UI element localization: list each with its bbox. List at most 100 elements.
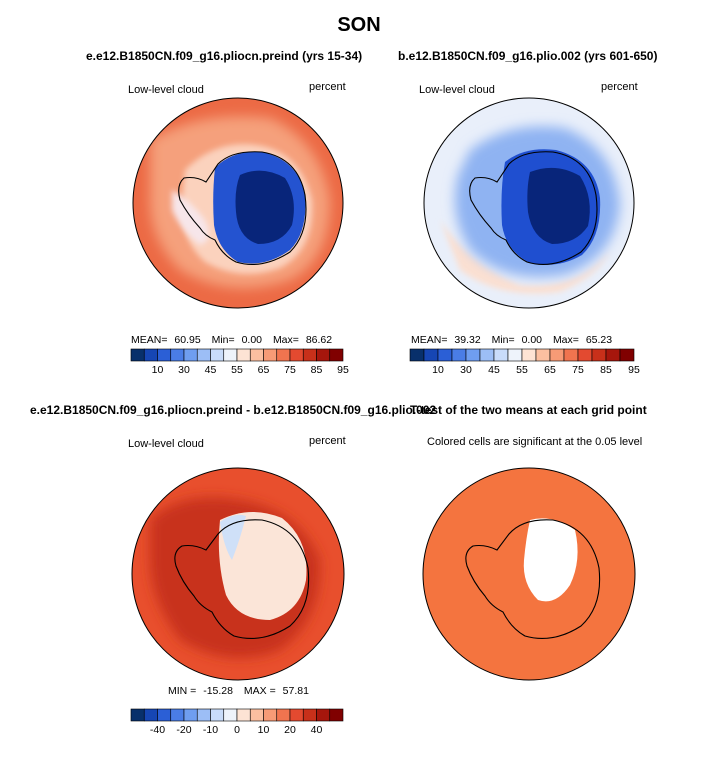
colorbar-tick-label: 65 xyxy=(258,364,270,376)
panel-4-map-border xyxy=(422,467,636,681)
colorbar-swatch xyxy=(223,708,238,722)
colorbar-swatch xyxy=(329,708,344,722)
panel-4-map xyxy=(423,468,635,680)
colorbar-tick-label: 55 xyxy=(231,364,243,376)
panel-1-map-border xyxy=(132,97,344,309)
colorbar-tick-label: 10 xyxy=(258,724,270,736)
colorbar-swatch xyxy=(210,708,225,722)
max-value: 57.81 xyxy=(282,685,309,697)
colorbar-swatch xyxy=(249,348,264,362)
panel-2-variable: Low-level cloud xyxy=(419,84,495,96)
mean-label: MEAN= xyxy=(131,334,168,346)
panel-1-stats: MEAN= 60.95 Min= 0.00 Max= 86.62 xyxy=(131,334,332,346)
panel-2-units: percent xyxy=(601,81,638,93)
colorbar-swatch xyxy=(423,348,439,362)
colorbar-swatch xyxy=(535,348,551,362)
panel-3-map-border xyxy=(131,467,345,681)
panel-3-variable: Low-level cloud xyxy=(128,438,204,450)
panel-3-title: e.e12.B1850CN.f09_g16.pliocn.preind - b.… xyxy=(30,403,437,417)
colorbar-swatch xyxy=(223,348,238,362)
panel-3-coastline xyxy=(174,519,310,639)
colorbar-tick-label: 75 xyxy=(284,364,296,376)
panel-1-antarctica-core xyxy=(235,170,294,244)
colorbar-tick-label: -20 xyxy=(176,724,191,736)
colorbar-swatch xyxy=(591,348,607,362)
panel-3-units: percent xyxy=(309,435,346,447)
colorbar-swatch xyxy=(409,348,425,362)
colorbar-tick-label: 45 xyxy=(205,364,217,376)
colorbar-swatch xyxy=(196,708,211,722)
colorbar-swatch xyxy=(236,708,251,722)
max-label: Max= xyxy=(272,334,299,346)
colorbar-tick-label: 20 xyxy=(284,724,296,736)
colorbar-swatch xyxy=(493,348,509,362)
colorbar-tick-label: -40 xyxy=(150,724,165,736)
panel-4-coastline xyxy=(465,519,601,639)
colorbar-tick-label: 10 xyxy=(152,364,164,376)
colorbar-swatch xyxy=(316,708,331,722)
colorbar-swatch xyxy=(143,348,158,362)
colorbar-swatch xyxy=(479,348,495,362)
panel-2-coastline xyxy=(469,151,598,265)
colorbar-tick-label: 65 xyxy=(544,364,556,376)
colorbar-swatch xyxy=(263,348,278,362)
panel-3-antarctica-light xyxy=(218,511,307,620)
max-label: Max= xyxy=(552,334,579,346)
colorbar-swatch xyxy=(170,348,185,362)
colorbar-swatch xyxy=(276,348,291,362)
panel-3-stats: MIN = -15.28 MAX = 57.81 xyxy=(168,685,309,697)
panel-3-antarctica-blueish xyxy=(220,514,246,560)
colorbar-swatch xyxy=(563,348,579,362)
colorbar-swatch xyxy=(210,348,225,362)
colorbar-swatch xyxy=(196,348,211,362)
colorbar-tick-label: 75 xyxy=(572,364,584,376)
panel-1-peninsula-light xyxy=(172,190,209,245)
panel-4-not-significant xyxy=(523,518,578,602)
colorbar-swatch xyxy=(302,708,317,722)
panel-1-map xyxy=(133,98,343,308)
panel-1-coastline xyxy=(178,151,307,265)
colorbar-swatch xyxy=(451,348,467,362)
colorbar-swatch xyxy=(130,348,145,362)
panel-2-antarctica-core xyxy=(527,167,590,244)
colorbar-swatch xyxy=(437,348,453,362)
colorbar-tick-label: 10 xyxy=(432,364,444,376)
min-label: Min= xyxy=(491,334,515,346)
panel-2-map-border xyxy=(423,97,635,309)
colorbar-swatch xyxy=(507,348,523,362)
min-label: MIN = xyxy=(168,685,197,697)
max-label: MAX = xyxy=(243,685,276,697)
colorbar-swatch xyxy=(289,708,304,722)
colorbar-swatch xyxy=(465,348,481,362)
colorbar-tick-label: 30 xyxy=(178,364,190,376)
colorbar-tick-label: 40 xyxy=(311,724,323,736)
colorbar-tick-label: 30 xyxy=(460,364,472,376)
panel-1-variable: Low-level cloud xyxy=(128,84,204,96)
mean-value: 60.95 xyxy=(174,334,201,346)
colorbar-swatch xyxy=(605,348,621,362)
panel-1-title: e.e12.B1850CN.f09_g16.pliocn.preind (yrs… xyxy=(86,49,363,63)
colorbar-swatch xyxy=(183,708,198,722)
colorbar-tick-label: 45 xyxy=(488,364,500,376)
colorbar-swatch xyxy=(130,708,145,722)
colorbar-tick-label: 85 xyxy=(311,364,323,376)
colorbar-swatch xyxy=(302,348,317,362)
colorbar-swatch xyxy=(289,348,304,362)
min-value: 0.00 xyxy=(521,334,543,346)
panel-4-title: T-test of the two means at each grid poi… xyxy=(410,403,647,417)
colorbar-swatch xyxy=(577,348,593,362)
colorbar-tick-label: -10 xyxy=(203,724,218,736)
panel-2-stats: MEAN= 39.32 Min= 0.00 Max= 65.23 xyxy=(411,334,612,346)
min-value: 0.00 xyxy=(241,334,263,346)
panel-1-colorbar: 10 30 45 55 65 75 85 95 xyxy=(130,348,349,376)
colorbar-swatch xyxy=(249,708,264,722)
colorbar-tick-label: 0 xyxy=(234,724,240,736)
colorbar-tick-label: 55 xyxy=(516,364,528,376)
min-label: Min= xyxy=(211,334,235,346)
colorbar-swatch xyxy=(276,708,291,722)
panel-2-pale-patches xyxy=(440,220,610,294)
colorbar-tick-label: 95 xyxy=(337,364,349,376)
colorbar-swatch xyxy=(183,348,198,362)
panel-3-map xyxy=(132,468,344,680)
